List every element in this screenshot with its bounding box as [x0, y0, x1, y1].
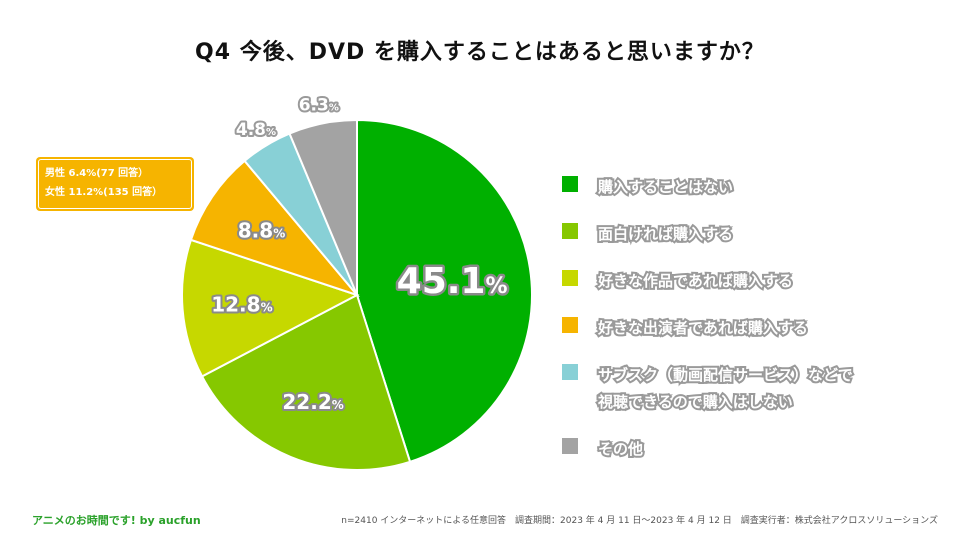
legend: 購入することはない 面白ければ購入する好きな作品であれば購入する 好きな出演者であれ… [562, 174, 942, 483]
pie-slice-6 [288, 118, 358, 296]
legend-item-1: 購入することはない [562, 174, 942, 201]
legend-label: 面白ければ購入する [596, 223, 735, 245]
slice-label-1: 45.1% [397, 261, 508, 302]
legend-label: 視聴できるので購入はしない [596, 391, 795, 413]
legend-label: その他 [596, 438, 645, 460]
legend-item-3: 好きな作品であれば購入する [562, 268, 942, 295]
legend-item-4: 好きな出演者であれば購入する [562, 315, 942, 342]
slice-label-6: 6.3% [299, 96, 339, 116]
pie-slice-4 [189, 159, 361, 298]
legend-item-5: サブスク（動画配信サービス）などで 視聴できるので購入はしない [562, 362, 942, 416]
pie-slice-2 [200, 293, 412, 471]
legend-swatch [562, 364, 578, 380]
brand-footer: アニメのお時間です! by aucfun [32, 514, 201, 527]
legend-label: サブスク（動画配信サービス）などで [596, 364, 855, 386]
legend-swatch [562, 270, 578, 286]
legend-item-6: その他 [562, 436, 942, 463]
pie-slice-1 [356, 118, 533, 464]
legend-swatch [562, 223, 578, 239]
survey-footnote: n=2410 インターネットによる任意回答 調査期間：2023 年 4 月 11… [341, 516, 938, 526]
legend-swatch [562, 438, 578, 454]
gender-breakdown-callout: 男性 6.4%(77 回答） 女性 11.2%(135 回答） [36, 157, 194, 211]
slice-label-5: 4.8% [236, 120, 276, 140]
legend-label: 好きな作品であれば購入する [596, 270, 795, 292]
legend-label: 購入することはない [596, 176, 735, 198]
legend-swatch [562, 176, 578, 192]
legend-swatch [562, 317, 578, 333]
slice-label-2: 22.2% [282, 390, 343, 414]
legend-item-2: 面白ければ購入する [562, 221, 942, 248]
callout-male-line: 男性 6.4%(77 回答） [45, 168, 149, 179]
slice-label-4: 8.8% [238, 218, 285, 242]
legend-label: 好きな出演者であれば購入する [596, 317, 810, 339]
pie-slice-3 [181, 238, 360, 378]
slice-label-3: 12.8% [211, 293, 272, 317]
chart-title: Q4 今後、DVD を購入することはあると思いますか？ [195, 40, 765, 65]
callout-female-line: 女性 11.2%(135 回答） [45, 187, 163, 198]
